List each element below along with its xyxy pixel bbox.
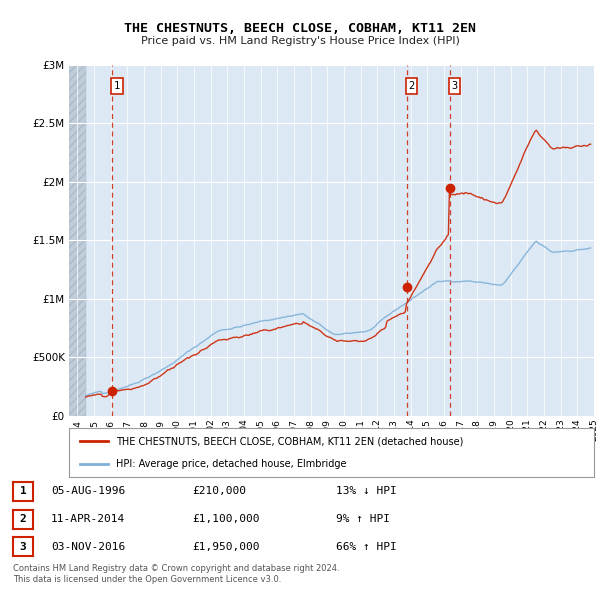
- Text: 03-NOV-2016: 03-NOV-2016: [51, 542, 125, 552]
- Text: 13% ↓ HPI: 13% ↓ HPI: [336, 487, 397, 496]
- Text: 3: 3: [451, 81, 457, 91]
- Text: 1: 1: [113, 81, 120, 91]
- Text: 3: 3: [20, 542, 26, 552]
- Text: 11-APR-2014: 11-APR-2014: [51, 514, 125, 524]
- Text: HPI: Average price, detached house, Elmbridge: HPI: Average price, detached house, Elmb…: [116, 458, 347, 468]
- Text: £1,950,000: £1,950,000: [192, 542, 260, 552]
- Text: £210,000: £210,000: [192, 487, 246, 496]
- Text: This data is licensed under the Open Government Licence v3.0.: This data is licensed under the Open Gov…: [13, 575, 281, 584]
- Text: 66% ↑ HPI: 66% ↑ HPI: [336, 542, 397, 552]
- Text: 2: 2: [20, 514, 26, 524]
- Text: Contains HM Land Registry data © Crown copyright and database right 2024.: Contains HM Land Registry data © Crown c…: [13, 565, 340, 573]
- Text: THE CHESTNUTS, BEECH CLOSE, COBHAM, KT11 2EN (detached house): THE CHESTNUTS, BEECH CLOSE, COBHAM, KT11…: [116, 437, 464, 447]
- Text: THE CHESTNUTS, BEECH CLOSE, COBHAM, KT11 2EN: THE CHESTNUTS, BEECH CLOSE, COBHAM, KT11…: [124, 22, 476, 35]
- Text: £1,100,000: £1,100,000: [192, 514, 260, 524]
- Text: 05-AUG-1996: 05-AUG-1996: [51, 487, 125, 496]
- Text: 1: 1: [20, 487, 26, 496]
- Text: 2: 2: [408, 81, 415, 91]
- Bar: [69, 65, 86, 416]
- Text: Price paid vs. HM Land Registry's House Price Index (HPI): Price paid vs. HM Land Registry's House …: [140, 36, 460, 46]
- Text: 9% ↑ HPI: 9% ↑ HPI: [336, 514, 390, 524]
